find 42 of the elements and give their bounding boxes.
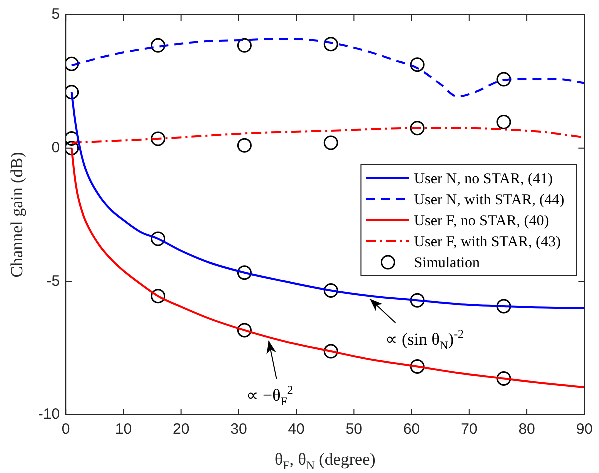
point xyxy=(410,359,425,374)
x-tick-label: 50 xyxy=(346,421,363,438)
x-tick-label: 80 xyxy=(518,421,536,438)
point xyxy=(66,85,80,100)
point xyxy=(496,72,512,87)
point xyxy=(66,141,80,156)
x-tick-label: 40 xyxy=(288,421,305,438)
y-tick-label: -10 xyxy=(38,406,60,424)
point xyxy=(410,293,425,308)
legend-label: User F, no STAR, (40) xyxy=(414,213,550,230)
point xyxy=(324,136,338,150)
x-tick-label: 10 xyxy=(115,421,132,438)
point xyxy=(237,266,252,280)
point xyxy=(324,37,338,52)
legend-label: User N, with STAR, (44) xyxy=(414,192,565,208)
point xyxy=(151,232,166,246)
point xyxy=(410,58,425,72)
point xyxy=(496,114,512,130)
y-tick-label: 0 xyxy=(52,139,60,156)
y-tick-label: -5 xyxy=(46,272,60,290)
legend-label: User F, with STAR, (43) xyxy=(414,234,561,250)
x-tick-label: 30 xyxy=(230,421,248,438)
point xyxy=(324,344,338,359)
y-axis-title: Channel gain (dB) xyxy=(8,152,27,278)
y-tick-label: 5 xyxy=(52,6,60,24)
legend-label: Simulation xyxy=(414,255,481,272)
point xyxy=(324,283,338,298)
x-tick-label: 70 xyxy=(461,421,478,438)
point xyxy=(151,38,166,53)
point xyxy=(237,323,252,338)
point xyxy=(66,56,80,72)
point xyxy=(151,132,166,146)
x-tick-label: 90 xyxy=(576,421,593,438)
point xyxy=(237,38,252,53)
point xyxy=(151,289,166,304)
x-tick-label: 60 xyxy=(403,421,420,438)
point xyxy=(496,371,512,386)
x-tick-label: 20 xyxy=(172,421,190,438)
point xyxy=(496,299,512,314)
legend-label: User N, no STAR, (41) xyxy=(414,171,553,188)
point xyxy=(237,138,252,153)
point xyxy=(410,121,425,136)
